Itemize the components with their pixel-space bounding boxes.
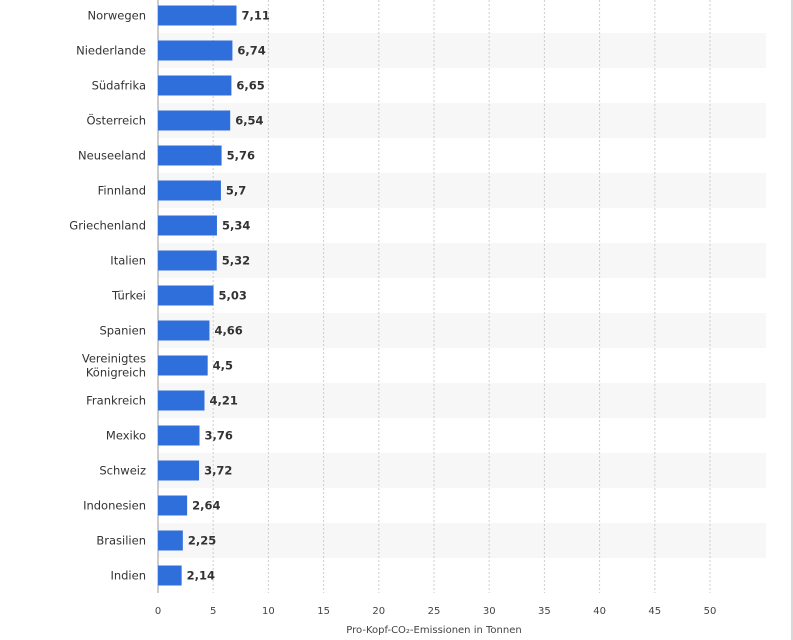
category-label: Österreich <box>86 112 146 128</box>
bar-frankreich[interactable] <box>158 390 205 411</box>
bar-neuseeland[interactable] <box>158 145 222 166</box>
value-label: 2,25 <box>188 534 216 548</box>
x-tick-label: 25 <box>428 606 441 617</box>
value-label: 5,76 <box>227 149 255 163</box>
category-label: Vereinigtes Königreich <box>82 352 146 380</box>
value-label: 5,34 <box>222 219 250 233</box>
value-label: 6,54 <box>235 114 263 128</box>
bar-schweiz[interactable] <box>158 460 200 481</box>
bar-norwegen[interactable] <box>158 5 237 26</box>
row-band <box>158 453 766 488</box>
bar-türkei[interactable] <box>158 285 214 306</box>
value-label: 7,11 <box>241 9 269 23</box>
category-label: Brasilien <box>96 534 146 548</box>
bar-finnland[interactable] <box>158 180 221 201</box>
x-tick-label: 35 <box>538 606 551 617</box>
x-tick-label: 0 <box>155 606 161 617</box>
x-tick-label: 10 <box>262 606 275 617</box>
value-label: 3,72 <box>204 464 232 478</box>
x-tick-label: 45 <box>648 606 661 617</box>
value-label: 6,74 <box>237 44 265 58</box>
row-band <box>158 313 766 348</box>
category-label: Türkei <box>111 289 146 303</box>
category-label: Mexiko <box>106 429 146 443</box>
bar-griechenland[interactable] <box>158 215 217 236</box>
category-label: Indien <box>110 569 146 583</box>
row-band <box>158 523 766 558</box>
x-tick-label: 30 <box>483 606 496 617</box>
bar-italien[interactable] <box>158 250 217 271</box>
bar-südafrika[interactable] <box>158 75 232 96</box>
x-tick-label: 40 <box>593 606 606 617</box>
value-label: 5,7 <box>226 184 246 198</box>
value-label: 5,03 <box>219 289 247 303</box>
bar-vereinigtes-königreich[interactable] <box>158 355 208 376</box>
row-band <box>158 103 766 138</box>
value-label: 4,21 <box>209 394 237 408</box>
bar-niederlande[interactable] <box>158 40 233 61</box>
value-label: 2,14 <box>187 569 215 583</box>
category-label: Niederlande <box>76 44 146 58</box>
value-label: 5,32 <box>222 254 250 268</box>
x-tick-label: 5 <box>210 606 216 617</box>
category-label: Spanien <box>100 324 147 338</box>
value-label: 2,64 <box>192 499 220 513</box>
row-band <box>158 243 766 278</box>
category-label: Südafrika <box>92 79 146 93</box>
x-tick-label: 50 <box>704 606 717 617</box>
bar-indien[interactable] <box>158 565 182 586</box>
category-label: Norwegen <box>87 9 146 23</box>
category-label: Finnland <box>98 184 146 198</box>
bar-indonesien[interactable] <box>158 495 188 516</box>
value-label: 4,66 <box>214 324 242 338</box>
value-label: 4,5 <box>213 359 233 373</box>
scrollbar-edge <box>791 0 793 640</box>
x-tick-label: 15 <box>317 606 330 617</box>
x-axis-title: Pro-Kopf-CO₂-Emissionen in Tonnen <box>346 625 521 636</box>
bar-spanien[interactable] <box>158 320 210 341</box>
category-label: Griechenland <box>69 219 146 233</box>
x-tick-label: 20 <box>372 606 385 617</box>
bar-mexiko[interactable] <box>158 425 200 446</box>
category-label: Frankreich <box>86 394 146 408</box>
value-label: 6,65 <box>236 79 264 93</box>
category-label: Indonesien <box>83 499 146 513</box>
row-band <box>158 33 766 68</box>
row-band <box>158 173 766 208</box>
value-label: 3,76 <box>205 429 233 443</box>
category-label: Italien <box>110 254 146 268</box>
category-label: Schweiz <box>99 464 146 478</box>
category-label: Neuseeland <box>78 149 146 163</box>
row-band <box>158 383 766 418</box>
bar-brasilien[interactable] <box>158 530 183 551</box>
bar-österreich[interactable] <box>158 110 231 131</box>
